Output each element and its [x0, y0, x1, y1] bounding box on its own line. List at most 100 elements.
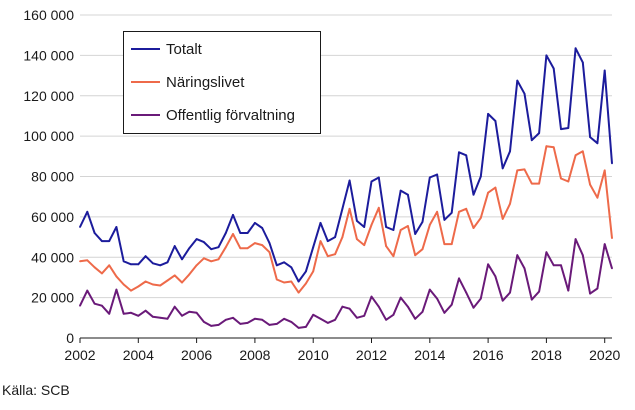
data-point — [552, 67, 555, 70]
data-point — [385, 318, 387, 321]
data-point — [509, 150, 511, 153]
data-point — [567, 180, 570, 183]
data-point — [348, 179, 351, 182]
data-point — [93, 232, 96, 234]
series-line — [79, 47, 613, 283]
data-point — [399, 189, 402, 192]
data-point — [487, 191, 489, 194]
data-point — [363, 314, 366, 317]
data-point — [458, 277, 460, 280]
data-point — [516, 79, 519, 82]
data-point — [399, 296, 402, 299]
source-note: Källa: SCB — [2, 382, 70, 398]
x-tick-label: 2006 — [181, 347, 212, 363]
data-point — [115, 288, 118, 291]
data-point — [574, 238, 577, 241]
data-point — [385, 226, 387, 228]
x-tick-label: 2010 — [298, 347, 329, 363]
data-point — [472, 193, 475, 196]
data-point — [530, 182, 533, 185]
data-point — [414, 317, 417, 320]
data-point — [611, 267, 613, 270]
data-point — [188, 273, 191, 276]
data-point — [407, 193, 409, 196]
data-point — [611, 162, 613, 165]
data-point — [305, 270, 307, 273]
data-point — [443, 243, 446, 246]
data-point — [224, 318, 227, 321]
data-point — [115, 275, 118, 278]
data-point — [290, 266, 293, 269]
data-point — [93, 302, 96, 305]
data-point — [130, 311, 132, 314]
data-point — [166, 279, 169, 282]
data-point — [603, 169, 606, 172]
data-point — [239, 323, 242, 325]
data-point — [567, 127, 570, 129]
data-point — [501, 167, 504, 170]
series-lines — [79, 47, 613, 329]
data-point — [210, 325, 213, 327]
data-point — [334, 236, 336, 239]
data-point — [181, 281, 183, 284]
data-point — [501, 218, 504, 220]
data-point — [239, 247, 242, 250]
data-point — [603, 69, 606, 72]
data-point — [210, 248, 213, 251]
data-point — [326, 255, 329, 258]
data-point — [356, 316, 358, 319]
data-point — [195, 238, 198, 241]
data-point — [159, 284, 162, 287]
data-point — [261, 227, 264, 229]
data-point — [414, 233, 417, 235]
data-point — [479, 217, 482, 219]
data-point — [305, 282, 307, 285]
data-point — [246, 232, 249, 234]
data-point — [86, 289, 89, 292]
x-tick-label: 2012 — [356, 347, 387, 363]
data-point — [538, 132, 540, 135]
data-point — [122, 283, 125, 286]
data-point — [545, 251, 548, 254]
data-point — [86, 210, 89, 213]
data-point — [101, 304, 103, 307]
data-point — [596, 196, 599, 199]
data-point — [348, 307, 351, 310]
data-point — [399, 229, 402, 231]
data-point — [581, 150, 584, 153]
data-point — [203, 321, 205, 323]
data-point — [603, 243, 606, 246]
data-point — [443, 311, 446, 314]
data-point — [392, 255, 395, 258]
data-point — [596, 142, 599, 145]
data-point — [173, 305, 176, 308]
data-point — [421, 221, 424, 223]
data-point — [509, 291, 511, 294]
data-point — [370, 295, 373, 298]
data-point — [545, 54, 548, 57]
data-point — [181, 258, 183, 261]
data-point — [574, 154, 577, 157]
data-point — [516, 169, 519, 172]
data-point — [458, 210, 460, 213]
x-tick-label: 2008 — [239, 347, 270, 363]
data-point — [458, 151, 460, 154]
data-point — [275, 323, 278, 325]
data-point — [297, 327, 300, 329]
legend-label: Totalt — [166, 41, 203, 58]
data-point — [428, 224, 431, 226]
y-tick-label: 80 000 — [31, 169, 74, 185]
y-tick-label: 160 000 — [23, 7, 74, 23]
data-point — [297, 291, 300, 294]
data-point — [152, 262, 154, 265]
x-tick-label: 2002 — [64, 347, 95, 363]
data-point — [487, 263, 489, 266]
data-point — [290, 321, 293, 323]
data-point — [581, 61, 584, 64]
x-tick-label: 2004 — [123, 347, 154, 363]
data-point — [79, 260, 81, 263]
data-point — [450, 211, 453, 214]
data-point — [195, 264, 198, 267]
data-point — [224, 232, 227, 234]
data-point — [370, 180, 373, 183]
